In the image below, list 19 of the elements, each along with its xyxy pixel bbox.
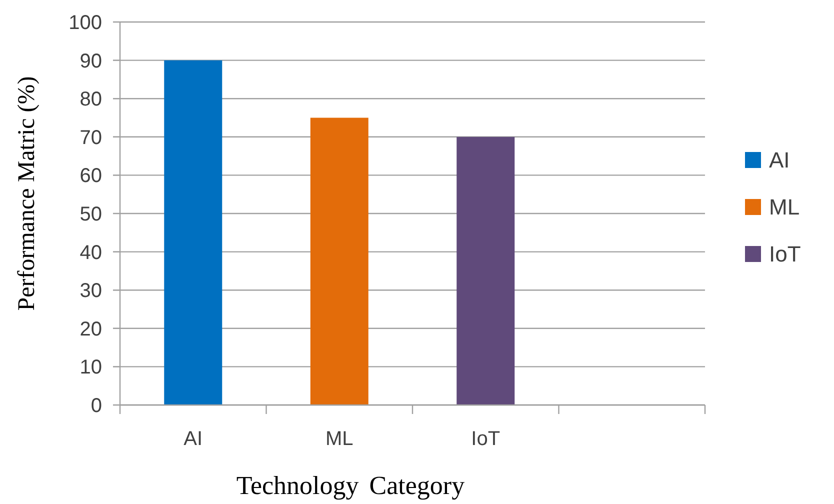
- y-tick-label: 90: [80, 50, 102, 72]
- y-tick-label: 100: [68, 12, 102, 34]
- y-tick-label: 30: [80, 280, 102, 302]
- y-tick-label: 0: [90, 395, 102, 417]
- y-tick-label: 50: [80, 204, 102, 226]
- legend-label: IoT: [769, 242, 801, 267]
- y-tick-label: 20: [80, 318, 102, 340]
- y-tick-label: 80: [80, 88, 102, 111]
- legend-label: ML: [769, 194, 800, 220]
- y-tick-label: 40: [80, 242, 102, 264]
- x-axis-title: Technology Category: [236, 471, 465, 500]
- y-tick-label: 60: [80, 165, 102, 188]
- y-tick-label: 70: [80, 126, 102, 149]
- x-tick-label: ML: [325, 428, 354, 450]
- x-tick-label: AI: [184, 428, 203, 450]
- legend-label: AI: [769, 148, 790, 173]
- y-axis-title: Performance Matric (%): [14, 76, 40, 311]
- x-tick-label: IoT: [471, 428, 500, 450]
- y-tick-label: 10: [80, 356, 102, 379]
